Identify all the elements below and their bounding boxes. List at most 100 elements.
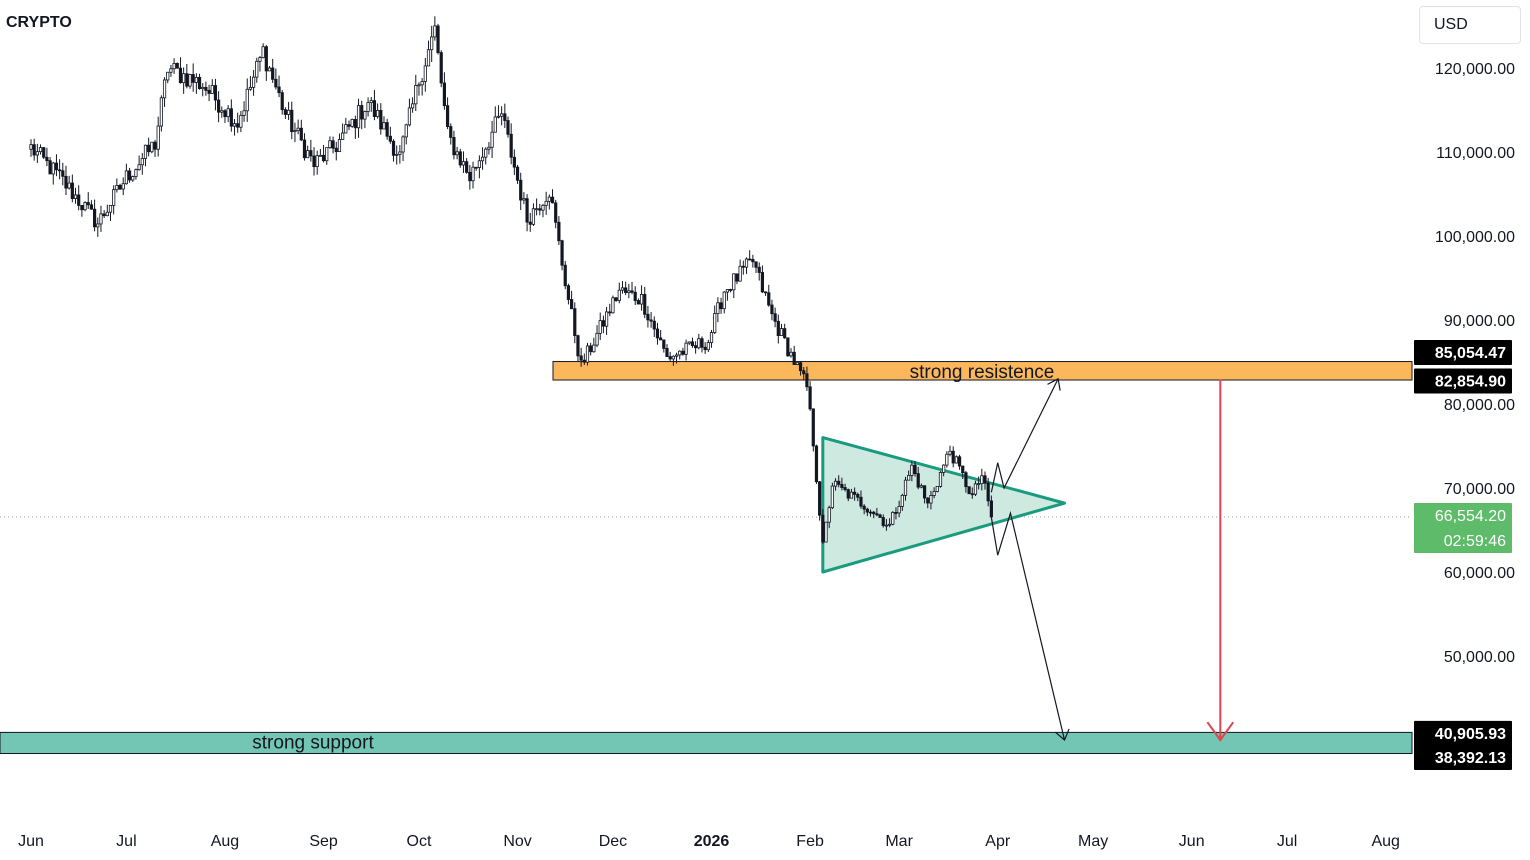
candle [439,50,443,88]
candle-body [439,52,443,84]
candle [862,504,866,515]
candle [147,137,151,157]
candle [236,112,240,133]
breakout-up-arrow[interactable] [990,378,1059,493]
candle-body [557,221,561,242]
candle-body [773,313,777,322]
candle [102,209,106,218]
candle-body [42,147,46,158]
candle [471,161,475,189]
candle [843,483,847,492]
candle-body [166,71,170,81]
candle-body [150,141,154,153]
candle [264,44,268,81]
candle-body [926,497,930,504]
candle [118,183,122,190]
candle-body [977,483,981,486]
candle-body [713,313,717,333]
candle-body [353,118,357,129]
candle-body [417,84,421,87]
candle-body [239,115,243,128]
candle [201,83,205,97]
candle [977,476,981,490]
candle-body [961,465,965,474]
candle-body [706,342,710,351]
candle [722,291,726,314]
candle [773,307,777,328]
candle-body [442,82,447,107]
candle-body [980,475,984,485]
price-axis-tick: 50,000.00 [1444,649,1515,666]
candle-body [312,155,316,168]
candle [818,480,822,521]
candle-body [636,300,640,305]
candle [986,477,990,507]
candle [824,521,828,543]
candle-body [474,166,478,169]
candle [420,78,424,96]
candle-body [639,293,644,305]
candle-body [652,320,656,330]
candle-body [500,113,504,117]
candle [840,477,844,491]
candle-body [570,299,574,310]
candle-body [643,293,647,315]
candle-body [725,289,730,293]
candle [668,351,672,361]
candle-body [191,74,195,83]
currency-selector[interactable]: USD [1419,6,1521,44]
candle-body [897,505,901,514]
candle-body [38,147,43,153]
candle [970,487,974,499]
candle-body [153,141,157,150]
candle-body [789,351,793,357]
candle [220,106,224,118]
candle [570,290,574,310]
candle-body [802,370,806,375]
candle [185,63,189,89]
candle [525,194,529,232]
candle [875,507,879,517]
support-zone[interactable] [0,731,1413,755]
candle [433,16,437,41]
candle [436,23,440,55]
candle [404,123,408,145]
last-price-badge-text: 66,554.20 [1435,508,1506,525]
candle [210,79,214,94]
candle [112,185,116,215]
candle-body [398,151,402,155]
triangle-pattern[interactable] [821,436,1066,574]
breakdown-arrow[interactable] [990,510,1066,741]
candle [73,187,78,204]
candle [353,115,357,139]
candle-body [811,408,815,447]
candle [506,116,510,138]
candle [286,101,291,120]
candle-body [678,350,682,356]
candle-body [951,450,955,464]
candle [251,69,256,96]
candle [213,78,218,111]
candle-body [531,208,536,225]
candle-body [194,76,198,83]
candle-body [741,265,745,268]
candle [178,57,183,84]
candle [786,337,790,357]
candle [321,144,326,163]
candle [535,198,539,216]
candle-body [900,494,904,507]
candle [474,166,478,171]
candle [137,155,141,171]
candle [827,505,831,529]
candle [191,63,195,92]
candle-body [938,472,943,487]
candle-body [188,74,192,87]
candle-body [70,182,74,199]
candle-body [550,196,555,204]
candle-body [461,161,466,166]
candle [951,446,955,468]
resistance-zone[interactable] [552,361,1413,381]
candle [659,330,663,341]
